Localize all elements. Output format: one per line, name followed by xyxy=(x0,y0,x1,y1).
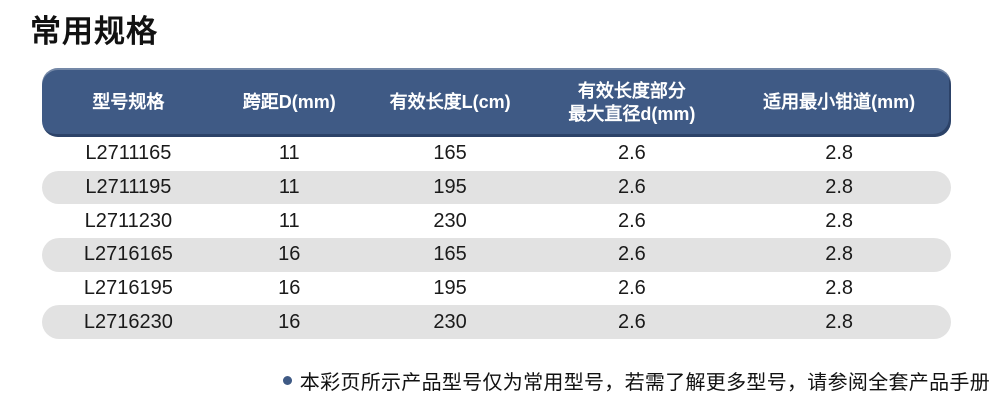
cell-min-channel: 2.8 xyxy=(825,243,854,266)
dot-icon xyxy=(282,376,292,385)
cell-model: L2716195 xyxy=(83,277,173,300)
cell-min-channel: 2.8 xyxy=(825,310,854,333)
cell-min-channel: 2.8 xyxy=(825,176,854,199)
footnote-text: 本彩页所示产品型号仅为常用型号，若需了解更多型号，请参阅全套产品手册 xyxy=(299,372,990,394)
cell-effective-length: 165 xyxy=(433,142,467,165)
cell-span-d: 11 xyxy=(278,176,300,199)
page-title: 常用规格 xyxy=(30,14,158,49)
table-row: L2716195 16 195 2.6 2.8 xyxy=(42,272,951,306)
cell-model: L2711165 xyxy=(85,142,172,165)
cell-span-d: 11 xyxy=(278,142,300,165)
cell-span-d: 16 xyxy=(278,310,301,333)
cell-max-diameter: 2.6 xyxy=(618,243,646,266)
table-row: L2716165 16 165 2.6 2.8 xyxy=(42,238,951,272)
cell-effective-length: 195 xyxy=(433,277,467,300)
cell-max-diameter: 2.6 xyxy=(618,277,646,300)
footnote: 本彩页所示产品型号仅为常用型号，若需了解更多型号，请参阅全套产品手册 xyxy=(282,366,990,395)
column-header-span-d: 跨距D(mm) xyxy=(242,92,336,113)
table-body: L2711165 11 165 2.6 2.8 L2711195 11 195 … xyxy=(42,137,951,340)
column-header-model: 型号规格 xyxy=(92,92,165,113)
cell-max-diameter: 2.6 xyxy=(618,310,646,333)
cell-max-diameter: 2.6 xyxy=(618,142,646,165)
cell-min-channel: 2.8 xyxy=(825,142,854,165)
cell-max-diameter: 2.6 xyxy=(618,209,646,232)
cell-span-d: 16 xyxy=(278,243,301,266)
cell-max-diameter: 2.6 xyxy=(618,176,646,199)
cell-min-channel: 2.8 xyxy=(825,209,854,232)
table-header-row: 型号规格 跨距D(mm) 有效长度L(cm) 有效长度部分 最大直径d(mm) … xyxy=(42,68,951,137)
cell-effective-length: 230 xyxy=(433,209,467,232)
cell-effective-length: 195 xyxy=(433,176,467,199)
spec-table: 型号规格 跨距D(mm) 有效长度L(cm) 有效长度部分 最大直径d(mm) … xyxy=(42,68,951,340)
table-row: L2716230 16 230 2.6 2.8 xyxy=(42,305,951,340)
cell-model: L2711230 xyxy=(84,209,173,232)
column-header-min-channel: 适用最小钳道(mm) xyxy=(763,92,916,113)
column-header-max-diameter: 有效长度部分 最大直径d(mm) xyxy=(568,81,696,124)
cell-span-d: 16 xyxy=(278,277,301,300)
cell-model: L2716165 xyxy=(83,243,173,266)
cell-model: L2711195 xyxy=(85,176,172,199)
table-row: L2711230 11 230 2.6 2.8 xyxy=(42,204,951,238)
cell-effective-length: 230 xyxy=(433,310,467,333)
cell-min-channel: 2.8 xyxy=(825,277,854,300)
column-header-effective-length: 有效长度L(cm) xyxy=(389,92,511,113)
cell-effective-length: 165 xyxy=(433,243,467,266)
cell-model: L2716230 xyxy=(83,310,173,333)
cell-span-d: 11 xyxy=(278,209,300,232)
table-row: L2711165 11 165 2.6 2.8 xyxy=(42,137,951,171)
table-row: L2711195 11 195 2.6 2.8 xyxy=(42,170,951,205)
